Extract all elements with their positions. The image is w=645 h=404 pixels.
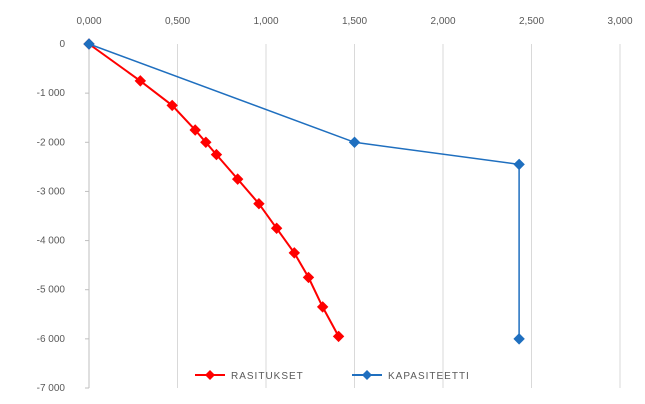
data-point <box>200 136 212 148</box>
legend-marker <box>362 370 372 380</box>
series-layer <box>83 38 525 345</box>
data-point <box>316 301 329 313</box>
y-tick-label: -7 000 <box>37 383 66 394</box>
series-kapasiteetti <box>83 38 525 345</box>
data-point <box>288 247 301 259</box>
x-tick-label: 1,500 <box>342 16 367 27</box>
axes: 0 -1 000 -2 000 -3 000 -4 000 -5 000 -6 000 -7 … <box>37 16 633 394</box>
data-point <box>513 158 525 171</box>
y-tick-label: -2 000 <box>37 137 66 148</box>
x-tick-label: 0,000 <box>76 16 101 27</box>
x-tick-label: 0,500 <box>165 16 190 27</box>
data-point <box>83 38 95 50</box>
x-tick-label: 2,500 <box>519 16 544 27</box>
y-tick-label: -4 000 <box>37 236 66 247</box>
data-point <box>231 173 244 185</box>
data-point <box>513 333 525 345</box>
y-tick-label: -6 000 <box>37 334 66 345</box>
y-tick-label: 0 <box>59 39 65 50</box>
legend: RASITUKSET KAPASITEETTI <box>195 370 470 382</box>
x-tick-label: 2,000 <box>430 16 455 27</box>
series-line <box>88 43 520 339</box>
data-point <box>210 148 223 161</box>
legend-item-rasitukset: RASITUKSET <box>195 370 304 382</box>
data-point <box>270 222 283 234</box>
legend-label: KAPASITEETTI <box>388 371 470 382</box>
x-tick-label: 3,000 <box>607 16 632 27</box>
grid-lines <box>177 44 621 388</box>
data-point <box>348 136 361 148</box>
data-point <box>189 124 201 136</box>
x-tick-label: 1,000 <box>253 16 278 27</box>
legend-item-kapasiteetti: KAPASITEETTI <box>352 370 470 382</box>
data-point <box>332 330 345 343</box>
data-point <box>134 75 147 87</box>
y-tick-label: -1 000 <box>37 88 66 99</box>
data-point <box>166 99 178 112</box>
data-point <box>253 198 265 210</box>
y-tick-label: -3 000 <box>37 186 66 197</box>
legend-label: RASITUKSET <box>231 371 304 382</box>
y-tick-label: -5 000 <box>37 285 66 296</box>
data-point <box>302 271 315 284</box>
legend-marker <box>205 370 215 380</box>
